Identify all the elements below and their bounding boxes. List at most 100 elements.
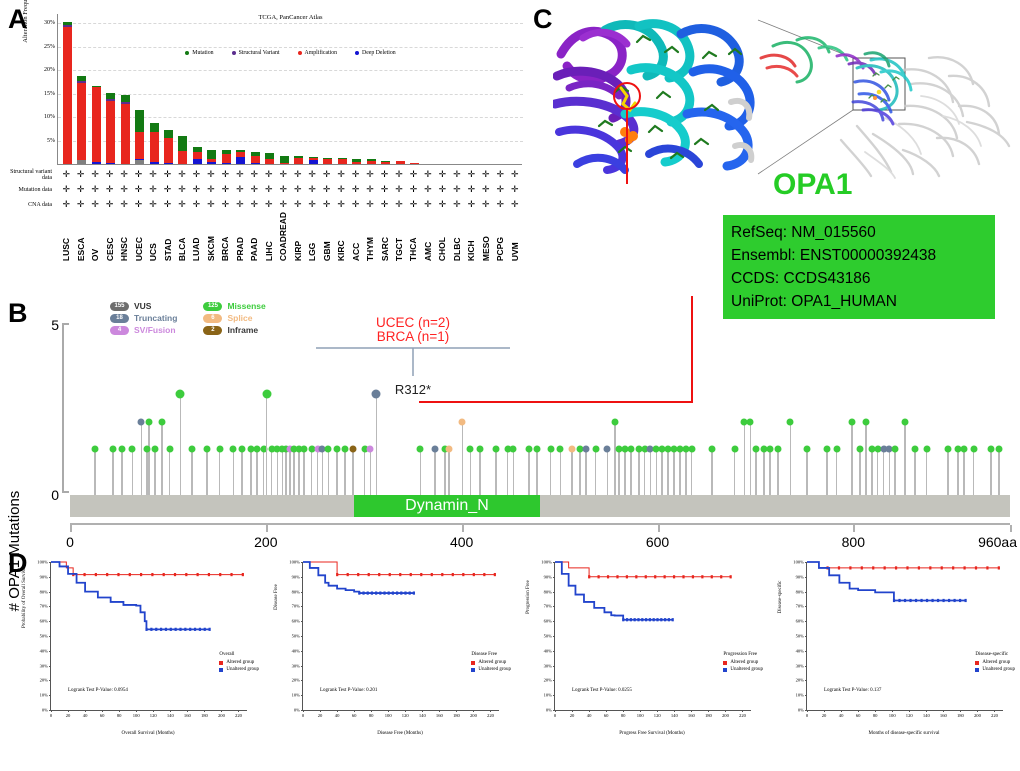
km-x-tick-label: 160	[435, 713, 443, 718]
panel-b-x-label: 800	[841, 534, 866, 550]
panel-b-lollipop-track	[70, 323, 1010, 495]
km-censor-mark	[903, 598, 907, 603]
panel-b-legend-label: Inframe	[227, 325, 259, 335]
availability-marker-icon: ✛	[337, 169, 345, 179]
availability-marker-icon: ✛	[91, 169, 99, 179]
km-y-tick-mark	[301, 695, 303, 697]
km-y-tick: 80%	[795, 589, 804, 595]
panel-a-gridline	[58, 93, 523, 95]
mutation-marker	[300, 445, 308, 453]
panel-a-bar-column	[306, 14, 320, 164]
km-legend-swatch-icon	[975, 660, 980, 665]
km-censor-mark	[208, 627, 211, 631]
availability-marker-icon: ✛	[192, 199, 201, 209]
mutation-marker	[556, 445, 564, 453]
km-y-tick: 70%	[291, 603, 300, 609]
km-y-tick: 50%	[291, 633, 300, 639]
km-x-tick-label: 220	[739, 713, 746, 718]
protein-ribbon-overview	[757, 19, 1011, 179]
km-censor-mark	[925, 598, 929, 603]
mutation-lollipop	[676, 445, 684, 495]
km-pvalue-text: Logrank Test P-Value: 0.201	[320, 688, 378, 693]
km-censor-mark	[625, 618, 629, 622]
panel-b-legend-item: 18 Truncating	[110, 313, 177, 323]
panel-a-bar-segment	[77, 160, 87, 164]
km-censor-mark	[597, 575, 600, 579]
panel-a-bar-segment	[120, 103, 130, 164]
km-x-tick	[691, 710, 693, 712]
panel-a-x-label-cell: ESCA	[73, 212, 87, 262]
panel-a-stacked-bar	[352, 158, 362, 164]
panel-a-y-tick: 15%	[44, 90, 55, 97]
km-censor-mark	[408, 591, 411, 595]
panel-a-gridline	[58, 70, 523, 72]
km-x-tick-label: 120	[149, 713, 157, 718]
km-y-tick-mark	[553, 665, 555, 667]
km-censor-mark	[644, 575, 647, 579]
legend-dot-icon	[355, 51, 360, 55]
km-y-tick-mark	[805, 606, 807, 608]
km-x-tick	[909, 710, 911, 712]
panel-a-availability-label: Structural variant data	[10, 168, 52, 181]
km-x-tick	[405, 710, 407, 712]
panel-d-letter: D	[8, 548, 28, 578]
mutation-marker	[621, 445, 629, 453]
km-censor-mark	[388, 572, 391, 577]
km-censor-mark	[635, 575, 638, 579]
panel-a-y-tick: 10%	[44, 114, 55, 121]
panel-a-x-label-cell: UCEC	[131, 212, 145, 261]
km-y-tick: 80%	[39, 589, 48, 595]
mutation-lollipop	[308, 445, 316, 495]
km-censor-mark	[637, 618, 640, 622]
panel-a-legend-item: Amplification	[297, 50, 337, 56]
panel-a-cancer-type-label: PCPG	[495, 237, 506, 262]
km-plot-area: 100% 90% 80% 70% 60% 50% 40% 30% 20% 10% 0% 0 20 40 60…	[37, 560, 247, 718]
mutation-lollipop	[833, 445, 840, 495]
km-series-line	[51, 562, 210, 629]
km-y-tick-mark	[553, 680, 555, 682]
mutation-marker	[670, 445, 678, 453]
km-legend-swatch-icon	[219, 667, 224, 672]
panel-b-legend-item: 4 SV/Fusion	[110, 325, 177, 335]
panel-a-bar-column	[205, 14, 219, 164]
mutation-marker	[366, 445, 374, 453]
mutation-marker	[603, 445, 611, 453]
km-x-tick-label: 180	[200, 713, 208, 718]
panel-a-bar-segment	[164, 137, 174, 163]
panel-a-bar-column	[118, 14, 132, 164]
panel-a-cancer-type-label: SARC	[379, 237, 390, 262]
mutation-lollipop	[504, 445, 511, 495]
panel-b-x-label: 200	[254, 534, 278, 550]
availability-marker-icon: ✛	[120, 169, 128, 179]
km-censor-mark	[663, 618, 667, 622]
km-x-tick-label: 140	[418, 713, 426, 718]
km-legend: Overall Altered group Unaltered group	[219, 652, 259, 672]
km-censor-mark	[860, 566, 863, 570]
km-x-tick-label: 200	[721, 713, 729, 718]
panel-a-bar-segment	[178, 135, 188, 151]
km-y-tick-mark	[553, 650, 555, 652]
panel-a-bar-column	[378, 14, 392, 164]
mutation-lollipop	[229, 445, 237, 495]
availability-marker-icon: ✛	[265, 184, 273, 194]
availability-marker-icon: ✛	[453, 169, 461, 179]
km-y-tick: 10%	[291, 692, 300, 698]
panel-a-availability-markers: ✛ ✛ ✛ ✛ ✛ ✛ ✛ ✛ ✛ ✛ ✛ ✛ ✛ ✛ ✛ ✛ ✛ ✛ ✛ ✛ ✛ ✛ ✛ ✛ ✛ ✛ ✛ ✛ ✛ ✛ ✛ ✛	[57, 185, 522, 194]
km-y-tick-mark	[301, 680, 303, 682]
mutation-marker	[740, 418, 748, 426]
panel-a-x-label-cell: AMC	[421, 212, 435, 261]
panel-a-x-label-cell: CESC	[102, 212, 116, 262]
panel-a-bar-column	[103, 14, 117, 164]
panel-a-legend-label: Structural Variant	[238, 50, 280, 56]
km-legend-title: Progression Free	[723, 652, 758, 657]
km-censor-mark	[883, 566, 886, 570]
km-x-tick	[960, 710, 962, 712]
panel-b-legend-label: Truncating	[134, 313, 178, 323]
mutation-lollipop	[658, 445, 666, 495]
panel-b-x-label: 600	[645, 534, 670, 550]
availability-marker-icon: ✛	[467, 184, 476, 194]
panel-a-bar-column	[480, 14, 494, 164]
km-censor-mark	[654, 575, 657, 579]
km-censor-mark	[241, 572, 244, 577]
mutation-lollipop	[576, 445, 584, 495]
